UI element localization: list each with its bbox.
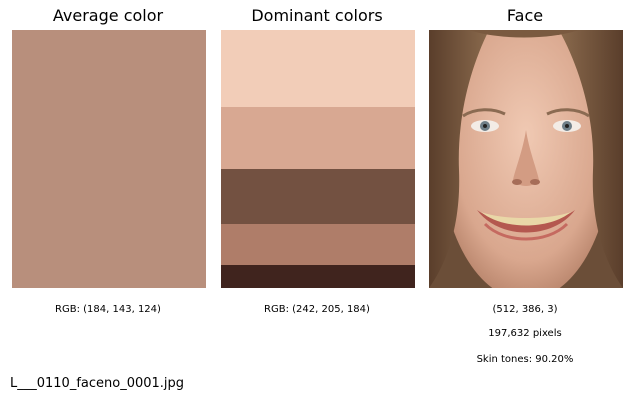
average-color-rgb-caption: RGB: (184, 143, 124) [55, 304, 161, 315]
face-image [429, 30, 623, 288]
dominant-colors-stack [221, 30, 415, 289]
face-skin-tones: Skin tones: 90.20% [476, 354, 574, 365]
face-title: Face [506, 6, 544, 25]
average-color-title: Average color [52, 6, 164, 25]
face-shape-caption: (512, 386, 3) [492, 304, 558, 315]
image-filename: L___0110_faceno_0001.jpg [10, 376, 185, 391]
average-color-swatch [12, 30, 206, 288]
dominant-color-band [221, 264, 415, 289]
face-photo-illustration [429, 30, 623, 288]
dominant-color-band [221, 107, 415, 170]
dominant-color-rgb-caption: RGB: (242, 205, 184) [264, 304, 370, 315]
dominant-color-band [221, 169, 415, 224]
dominant-color-band [221, 30, 415, 108]
dominant-color-band [221, 223, 415, 265]
face-pixel-count: 197,632 pixels [488, 328, 562, 339]
dominant-colors-title: Dominant colors [251, 6, 383, 25]
